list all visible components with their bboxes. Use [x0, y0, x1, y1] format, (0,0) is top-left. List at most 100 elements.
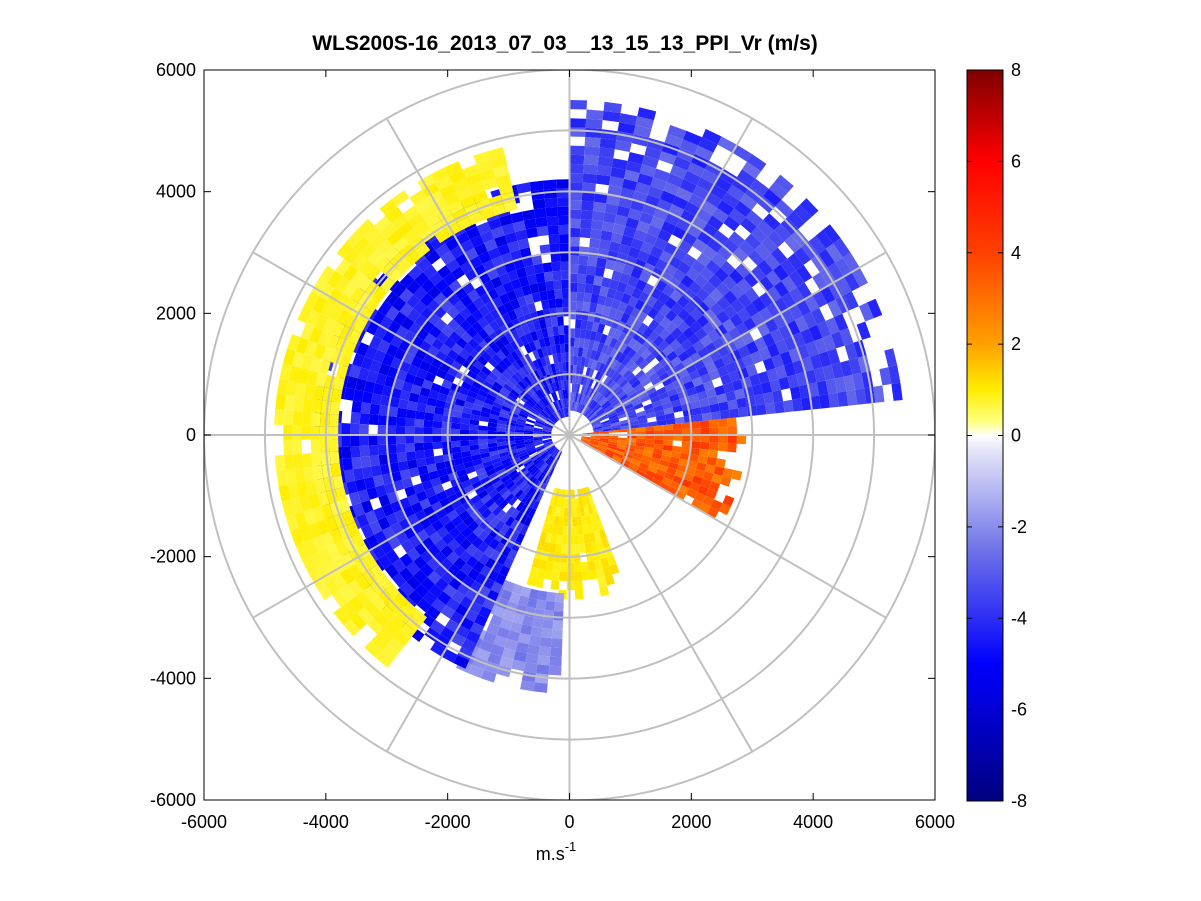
velocity-cell: [487, 438, 497, 444]
velocity-cell: [570, 401, 573, 411]
velocity-cell: [520, 378, 530, 388]
velocity-cell: [660, 454, 671, 462]
velocity-cell: [490, 409, 500, 417]
velocity-cell: [533, 339, 542, 350]
velocity-cell: [573, 553, 581, 563]
chart-title: WLS200S-16_2013_07_03__13_15_13_PPI_Vr (…: [312, 32, 818, 55]
velocity-cell: [537, 482, 545, 492]
velocity-cell: [809, 354, 823, 370]
velocity-cell: [274, 409, 285, 425]
velocity-cell: [602, 566, 613, 577]
velocity-cell: [552, 459, 559, 469]
velocity-cell: [342, 510, 355, 526]
velocity-cell: [443, 192, 461, 207]
velocity-cell: [435, 461, 446, 471]
velocity-cell: [381, 644, 399, 661]
velocity-cell: [414, 418, 425, 428]
velocity-cell: [585, 410, 594, 418]
velocity-cell: [399, 302, 414, 317]
velocity-cell: [700, 334, 713, 348]
velocity-cell: [443, 272, 457, 286]
velocity-cell: [597, 383, 606, 394]
velocity-cell: [365, 265, 381, 282]
velocity-cell: [636, 345, 647, 356]
velocity-cell: [590, 439, 600, 443]
velocity-cell: [812, 272, 828, 291]
velocity-cell: [672, 429, 683, 435]
velocity-cell: [598, 529, 607, 540]
grid-spoke: [252, 251, 570, 436]
velocity-cell: [456, 216, 472, 231]
velocity-cell: [469, 181, 486, 195]
velocity-cell: [722, 192, 740, 209]
velocity-cell: [419, 360, 432, 372]
velocity-cell: [469, 234, 484, 248]
velocity-cell: [548, 234, 560, 245]
velocity-cell: [361, 391, 373, 404]
velocity-cell: [321, 346, 335, 362]
velocity-cell: [462, 575, 475, 589]
velocity-cell: [502, 281, 514, 294]
velocity-cell: [670, 399, 682, 408]
velocity-cell: [503, 478, 513, 487]
velocity-cell: [560, 498, 565, 508]
velocity-cell: [463, 343, 475, 355]
velocity-cell: [640, 349, 652, 360]
velocity-cell: [433, 564, 448, 578]
velocity-cell: [339, 568, 355, 585]
velocity-cell: [537, 401, 545, 410]
velocity-cell: [463, 461, 474, 469]
velocity-cell: [358, 259, 375, 276]
velocity-cell: [466, 301, 479, 315]
velocity-cell: [489, 450, 499, 457]
velocity-cell: [628, 416, 638, 423]
velocity-cell: [588, 443, 598, 449]
velocity-cell: [625, 406, 635, 414]
velocity-cell: [399, 623, 416, 639]
velocity-cell: [432, 427, 442, 435]
velocity-cell: [341, 446, 352, 459]
velocity-cell: [737, 278, 752, 294]
velocity-cell: [413, 376, 425, 387]
velocity-cell: [476, 221, 491, 235]
velocity-cell: [377, 574, 393, 590]
velocity-cell: [435, 175, 453, 191]
velocity-cell: [471, 548, 484, 561]
velocity-cell: [533, 263, 544, 275]
velocity-cell: [304, 291, 320, 310]
velocity-cell: [368, 445, 379, 456]
velocity-cell: [292, 425, 302, 440]
velocity-cell: [714, 385, 726, 396]
velocity-cell: [549, 415, 557, 423]
velocity-cell: [540, 398, 548, 407]
velocity-cell: [506, 290, 518, 302]
velocity-cell: [346, 375, 358, 390]
velocity-cell: [542, 430, 552, 434]
velocity-cell: [552, 372, 559, 382]
velocity-cell: [535, 216, 548, 228]
velocity-cell: [541, 628, 553, 639]
velocity-cell: [482, 480, 493, 490]
velocity-cell: [466, 531, 478, 544]
velocity-cell: [766, 270, 782, 287]
velocity-cell: [630, 238, 644, 251]
velocity-cell: [576, 292, 585, 302]
velocity-cell: [624, 450, 635, 456]
velocity-cell: [694, 492, 706, 503]
velocity-cell: [534, 481, 543, 491]
velocity-cell: [727, 417, 737, 427]
velocity-cell: [416, 402, 427, 413]
velocity-cell: [377, 414, 388, 426]
velocity-cell: [721, 353, 734, 366]
velocity-cell: [525, 400, 534, 409]
velocity-cell: [616, 320, 627, 332]
velocity-cell: [556, 353, 562, 363]
velocity-cell: [531, 254, 543, 266]
velocity-cell: [536, 226, 549, 237]
velocity-cell: [688, 454, 699, 463]
velocity-cell: [728, 208, 746, 225]
velocity-cell: [512, 386, 522, 395]
velocity-cell: [488, 488, 499, 499]
velocity-cell: [574, 374, 579, 384]
velocity-cell: [616, 445, 627, 450]
